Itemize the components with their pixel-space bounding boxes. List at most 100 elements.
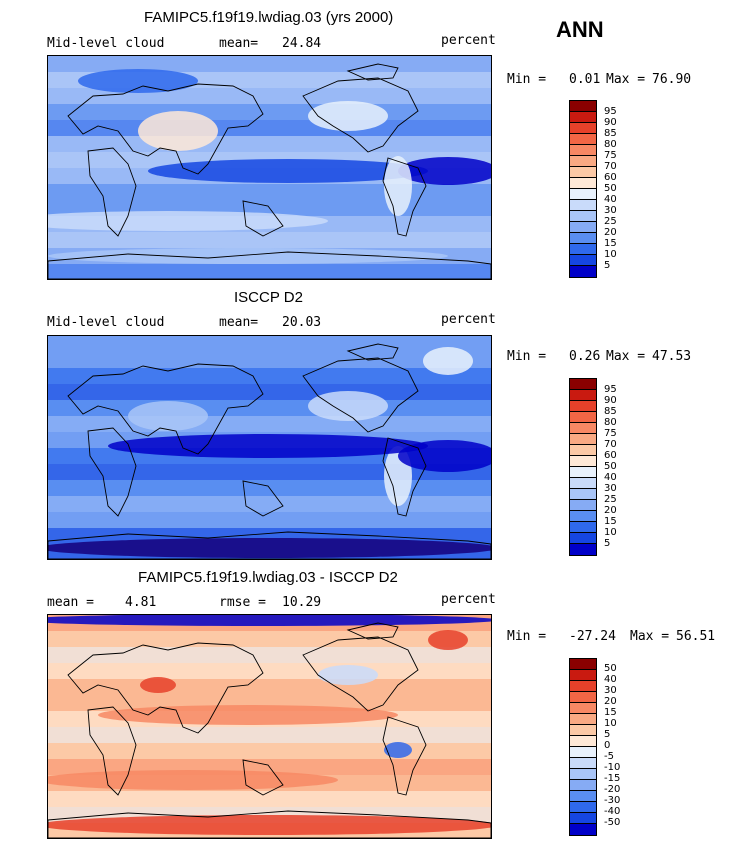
colorbar-tick-label: 40 xyxy=(604,674,617,685)
field-contour xyxy=(318,665,378,685)
colorbar-tick-label: 15 xyxy=(604,707,617,718)
field-band xyxy=(48,368,491,384)
colorbar-tick-label: 90 xyxy=(604,395,617,406)
field-contour xyxy=(128,401,208,431)
colorbar-swatch xyxy=(570,824,596,835)
field-contour xyxy=(423,347,473,375)
field-contour xyxy=(308,391,388,421)
field-band xyxy=(48,352,491,368)
colorbar-tick-label: -30 xyxy=(604,795,621,806)
colorbar-swatch xyxy=(570,478,596,489)
colorbar-swatch xyxy=(570,544,596,555)
coastline xyxy=(242,200,284,237)
max-label: Max = xyxy=(606,349,646,364)
field-contour xyxy=(48,815,491,835)
field-band xyxy=(48,631,491,647)
colorbar-diff xyxy=(569,658,597,836)
coastline xyxy=(48,531,491,559)
colorbar-swatch xyxy=(570,511,596,522)
field-band xyxy=(48,384,491,400)
max-label: Max = xyxy=(630,629,670,644)
colorbar-tick-label: 80 xyxy=(604,139,617,150)
colorbar-tick-label: -10 xyxy=(604,762,621,773)
coastline xyxy=(67,83,264,175)
rmse-label: rmse = xyxy=(219,595,266,610)
field-contour xyxy=(428,630,468,650)
coastline xyxy=(242,480,284,517)
panel-title: ISCCP D2 xyxy=(234,289,303,306)
colorbar-swatch xyxy=(570,434,596,445)
colorbar-swatch xyxy=(570,200,596,211)
colorbar-swatch xyxy=(570,178,596,189)
min-label: Min = xyxy=(507,629,547,644)
colorbar-tick-label: 40 xyxy=(604,472,617,483)
colorbar-tick-label: 30 xyxy=(604,483,617,494)
colorbar-tick-label: 75 xyxy=(604,150,617,161)
coastline xyxy=(346,63,399,81)
mean-label: mean = xyxy=(47,595,94,610)
field-contour xyxy=(308,101,388,131)
colorbar-tick-label: 80 xyxy=(604,417,617,428)
colorbar-swatch xyxy=(570,802,596,813)
field-band xyxy=(48,56,491,72)
colorbar-tick-label: 20 xyxy=(604,227,617,238)
colorbar-swatch xyxy=(570,670,596,681)
colorbar-swatch xyxy=(570,467,596,478)
coastline xyxy=(87,427,137,517)
min-value: 0.01 xyxy=(569,72,601,87)
colorbar-tick-label: 95 xyxy=(604,384,617,395)
map-field xyxy=(48,336,491,559)
colorbar-swatch xyxy=(570,112,596,123)
map-model xyxy=(47,55,492,280)
colorbar-tick-label: -5 xyxy=(604,751,614,762)
field-band xyxy=(48,400,491,416)
field-band xyxy=(48,663,491,679)
field-band xyxy=(48,104,491,120)
coastline xyxy=(87,147,137,237)
coastline xyxy=(302,77,419,153)
coastline xyxy=(67,363,264,455)
coastline xyxy=(67,642,264,734)
colorbar-tick-label: 15 xyxy=(604,238,617,249)
field-contour xyxy=(398,157,491,185)
field-contour xyxy=(384,742,412,758)
coastline xyxy=(242,759,284,796)
colorbar-tick-label: 50 xyxy=(604,663,617,674)
colorbar-swatch xyxy=(570,156,596,167)
colorbar-tick-label: -40 xyxy=(604,806,621,817)
colorbar-tick-label: 50 xyxy=(604,183,617,194)
mean-label: mean= xyxy=(219,315,259,330)
colorbar-obs xyxy=(569,378,597,556)
colorbar-swatch xyxy=(570,533,596,544)
colorbar-tick-label: 90 xyxy=(604,117,617,128)
colorbar-tick-label: 0 xyxy=(604,740,611,751)
variable-label: Mid-level cloud xyxy=(47,315,165,330)
colorbar-swatch xyxy=(570,489,596,500)
field-band xyxy=(48,791,491,807)
mean-value: 4.81 xyxy=(125,595,157,610)
colorbar-swatch xyxy=(570,522,596,533)
coastline xyxy=(302,636,419,712)
colorbar-tick-label: 50 xyxy=(604,461,617,472)
colorbar-swatch xyxy=(570,659,596,670)
units-label: percent xyxy=(441,33,496,48)
field-band xyxy=(48,464,491,480)
coastline xyxy=(382,157,427,237)
coastline xyxy=(382,716,427,796)
field-contour xyxy=(48,211,328,231)
colorbar-swatch xyxy=(570,423,596,434)
field-band xyxy=(48,727,491,743)
colorbar-tick-label: 10 xyxy=(604,249,617,260)
colorbar-swatch xyxy=(570,780,596,791)
colorbar-swatch xyxy=(570,456,596,467)
field-band xyxy=(48,679,491,695)
colorbar-swatch xyxy=(570,769,596,780)
coastline xyxy=(48,251,491,279)
field-contour xyxy=(78,69,198,93)
field-band xyxy=(48,647,491,663)
field-contour xyxy=(148,159,428,183)
colorbar-tick-label: 20 xyxy=(604,505,617,516)
field-band xyxy=(48,264,491,279)
coastline xyxy=(346,622,399,640)
colorbar-tick-label: 60 xyxy=(604,172,617,183)
